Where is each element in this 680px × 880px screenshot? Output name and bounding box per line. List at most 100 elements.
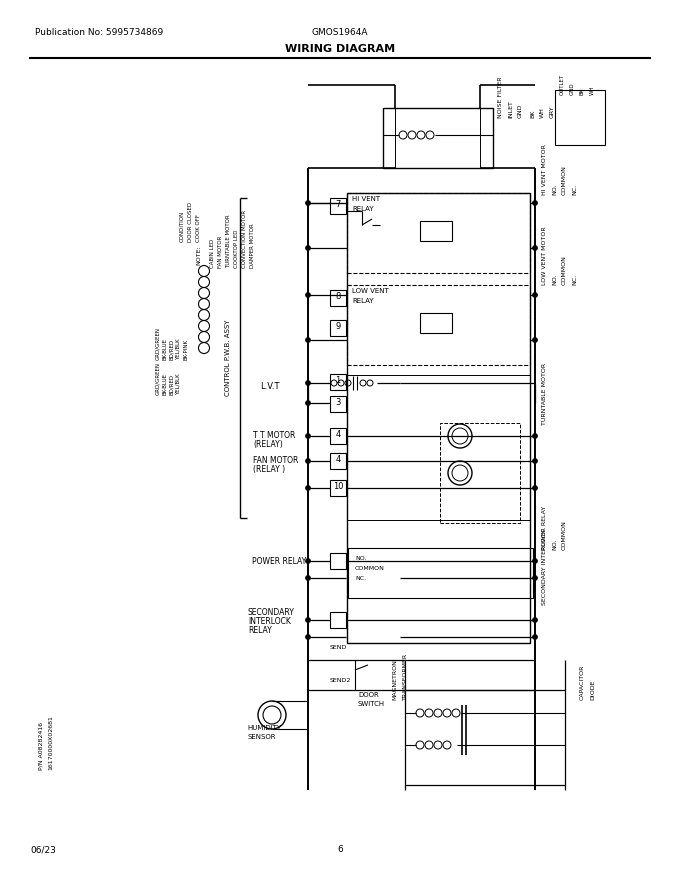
Circle shape <box>532 618 537 622</box>
Text: SWITCH: SWITCH <box>358 701 385 707</box>
Bar <box>330 453 346 469</box>
Bar <box>440 423 520 523</box>
Text: 4: 4 <box>335 430 341 439</box>
Bar <box>330 290 346 306</box>
Text: 1: 1 <box>335 376 341 385</box>
Circle shape <box>305 559 311 563</box>
Text: T T MOTOR: T T MOTOR <box>253 431 295 440</box>
Text: BD/RED: BD/RED <box>169 374 174 395</box>
Circle shape <box>305 338 311 342</box>
Text: NO.: NO. <box>355 556 367 561</box>
Text: GRD/GREEN: GRD/GREEN <box>155 327 160 360</box>
Circle shape <box>532 634 537 640</box>
Circle shape <box>305 201 311 206</box>
Text: GMOS1964A: GMOS1964A <box>311 28 369 37</box>
Text: CONDITION: CONDITION <box>180 210 185 242</box>
Text: SEND2: SEND2 <box>330 678 352 683</box>
Bar <box>330 480 346 496</box>
Text: L.V.T: L.V.T <box>260 382 279 391</box>
Bar <box>405 690 565 785</box>
Bar <box>555 90 605 145</box>
Circle shape <box>532 246 537 251</box>
Text: 9: 9 <box>335 322 341 331</box>
Text: RELAY: RELAY <box>352 298 373 304</box>
Circle shape <box>305 292 311 297</box>
Text: CABIN LED: CABIN LED <box>210 238 215 268</box>
Circle shape <box>305 380 311 385</box>
Text: SEND: SEND <box>330 645 347 650</box>
Text: COMMON: COMMON <box>355 566 385 571</box>
Text: LOW VENT MOTOR: LOW VENT MOTOR <box>542 226 547 285</box>
Bar <box>347 193 530 643</box>
Text: GRD/GREEN: GRD/GREEN <box>155 362 160 395</box>
Text: (RELAY ): (RELAY ) <box>253 465 285 474</box>
Text: GND: GND <box>518 104 523 118</box>
Circle shape <box>305 618 311 622</box>
Text: BK-PINK: BK-PINK <box>183 339 188 360</box>
Text: 3: 3 <box>335 398 341 407</box>
Text: COMMON: COMMON <box>562 520 567 550</box>
Text: BK-BLUE: BK-BLUE <box>162 338 167 360</box>
Text: NOTE:: NOTE: <box>196 246 201 265</box>
Text: FAN MOTOR: FAN MOTOR <box>218 236 223 268</box>
Text: SECONDARY INTERLOCK: SECONDARY INTERLOCK <box>542 529 547 605</box>
Text: CONTROL P.W.B. ASSY: CONTROL P.W.B. ASSY <box>225 319 231 396</box>
Text: WIRING DIAGRAM: WIRING DIAGRAM <box>285 44 395 54</box>
Text: LOW VENT: LOW VENT <box>352 288 389 294</box>
Text: COMMON: COMMON <box>562 255 567 285</box>
Bar <box>347 285 530 365</box>
Text: SENSOR: SENSOR <box>247 734 275 740</box>
Bar <box>330 612 346 628</box>
Bar <box>420 221 452 241</box>
Text: DOOR: DOOR <box>358 692 379 698</box>
Text: NC.: NC. <box>355 576 366 581</box>
Text: MAGNETRON: MAGNETRON <box>392 659 397 700</box>
Text: CAPACITOR: CAPACITOR <box>580 664 585 700</box>
Text: BK-BLUE: BK-BLUE <box>162 373 167 395</box>
Text: TRANSFORMER: TRANSFORMER <box>403 653 408 700</box>
Circle shape <box>305 458 311 464</box>
Text: DOOR CLOSED: DOOR CLOSED <box>188 202 193 242</box>
Text: POWER RELAY: POWER RELAY <box>542 506 547 550</box>
Text: CONVECTION MOTOR: CONVECTION MOTOR <box>242 209 247 268</box>
Circle shape <box>305 400 311 406</box>
Text: GRY: GRY <box>550 106 555 118</box>
Text: Publication No: 5995734869: Publication No: 5995734869 <box>35 28 163 37</box>
Text: NO.: NO. <box>552 274 557 285</box>
Circle shape <box>532 434 537 438</box>
Text: BD/RED: BD/RED <box>169 339 174 360</box>
Circle shape <box>532 201 537 206</box>
Text: FAN MOTOR: FAN MOTOR <box>253 456 299 465</box>
Text: DAMPER MOTOR: DAMPER MOTOR <box>250 224 255 268</box>
Circle shape <box>305 576 311 581</box>
Circle shape <box>305 246 311 251</box>
Circle shape <box>532 338 537 342</box>
Text: GND: GND <box>570 83 575 95</box>
Text: BK: BK <box>580 88 585 95</box>
Circle shape <box>532 486 537 490</box>
Bar <box>383 108 493 168</box>
Text: WH: WH <box>540 107 545 118</box>
Text: P/N A08282416: P/N A08282416 <box>38 722 43 770</box>
Text: HUMIDITY: HUMIDITY <box>247 725 281 731</box>
Text: COOK OFF: COOK OFF <box>196 214 201 242</box>
Text: 16170000X02681: 16170000X02681 <box>48 715 53 770</box>
Text: SECONDARY: SECONDARY <box>248 608 295 617</box>
Text: 6: 6 <box>337 845 343 854</box>
Text: YEL/BLK: YEL/BLK <box>176 373 181 395</box>
Text: INTERLOCK: INTERLOCK <box>248 617 291 626</box>
Text: NO.: NO. <box>552 184 557 195</box>
Text: WH: WH <box>590 85 595 95</box>
Text: POWER RELAY: POWER RELAY <box>252 557 306 566</box>
Text: 06/23: 06/23 <box>30 845 56 854</box>
Circle shape <box>532 559 537 563</box>
Bar <box>330 320 346 336</box>
Bar <box>347 193 530 273</box>
Text: NOISE FILTER: NOISE FILTER <box>498 77 503 118</box>
Circle shape <box>532 458 537 464</box>
Circle shape <box>532 576 537 581</box>
Circle shape <box>532 292 537 297</box>
Bar <box>330 428 346 444</box>
Text: HI VENT: HI VENT <box>352 196 380 202</box>
Text: NC.: NC. <box>572 274 577 285</box>
